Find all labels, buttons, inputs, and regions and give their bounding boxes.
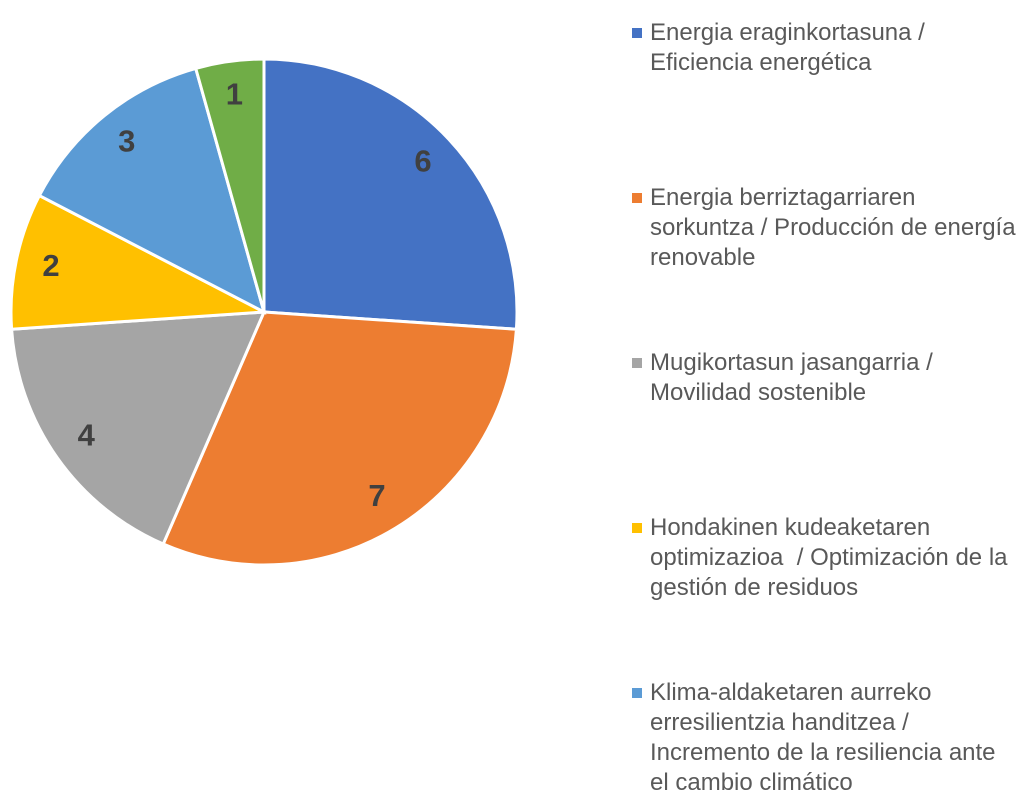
pie-slice bbox=[9, 310, 267, 547]
legend-label: Energia eraginkortasuna / Eficiencia ene… bbox=[650, 19, 932, 76]
data-label: 6 bbox=[414, 144, 431, 179]
data-label: 4 bbox=[78, 418, 96, 453]
pie-slice bbox=[262, 57, 519, 331]
data-label: 1 bbox=[226, 77, 243, 112]
data-label: 2 bbox=[42, 248, 59, 283]
legend-label: Energia berriztagarriaren sorkuntza / Pr… bbox=[650, 184, 1023, 271]
legend-item: Klima-aldaketaren aurreko erresilientzia… bbox=[632, 678, 1020, 798]
legend-swatch bbox=[632, 358, 642, 368]
pie-slice bbox=[37, 66, 267, 315]
pie-slice bbox=[161, 310, 519, 567]
legend-swatch bbox=[632, 193, 642, 203]
legend-item: Energia berriztagarriaren sorkuntza / Pr… bbox=[632, 183, 1020, 273]
pie-slice bbox=[193, 57, 266, 313]
legend-item: Hondakinen kudeaketaren optimizazioa / O… bbox=[632, 513, 1020, 603]
data-label: 7 bbox=[368, 478, 385, 513]
legend-label: Mugikortasun jasangarria / Movilidad sos… bbox=[650, 349, 940, 406]
legend-swatch bbox=[632, 523, 642, 533]
legend-item: Energia eraginkortasuna / Eficiencia ene… bbox=[632, 18, 1020, 78]
legend-swatch bbox=[632, 28, 642, 38]
pie-slice bbox=[9, 193, 270, 331]
data-label: 3 bbox=[118, 123, 135, 158]
legend-item: Mugikortasun jasangarria / Movilidad sos… bbox=[632, 348, 1020, 408]
legend-label: Klima-aldaketaren aurreko erresilientzia… bbox=[650, 679, 1003, 796]
legend-label: Hondakinen kudeaketaren optimizazioa / O… bbox=[650, 514, 1015, 601]
chart: 6 7 4 2 3 1 bbox=[9, 57, 519, 567]
legend-swatch bbox=[632, 688, 642, 698]
